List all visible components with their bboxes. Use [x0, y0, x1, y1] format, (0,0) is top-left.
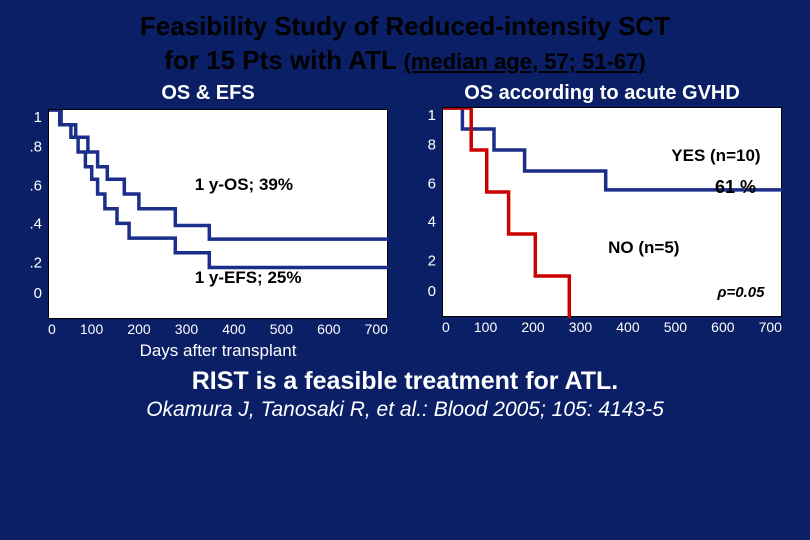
conclusion-text: RIST is a feasible treatment for ATL. — [0, 367, 810, 396]
right-plot-area: YES (n=10) 61 % NO (n=5) ρ=0.05 — [442, 107, 782, 317]
left-plot-area: 1 y-OS; 39% 1 y-EFS; 25% — [48, 109, 388, 319]
chart-annotation: 1 y-EFS; 25% — [195, 268, 302, 288]
title-line1: Feasibility Study of Reduced-intensity S… — [140, 11, 670, 41]
right-y-axis: 186420 — [412, 107, 440, 317]
left-y-axis: 1.8.6.4.20 — [18, 109, 46, 319]
charts-row: OS & EFS 1.8.6.4.20 1 y-OS; 39% 1 y-EFS; … — [0, 78, 810, 359]
chart-annotation: YES (n=10) — [671, 146, 760, 166]
left-x-title: Days after transplant — [48, 341, 388, 361]
right-x-axis: 0100200300400500600700 — [442, 319, 782, 335]
slide-title: Feasibility Study of Reduced-intensity S… — [0, 0, 810, 78]
left-x-axis: 0100200300400500600700 — [48, 321, 388, 337]
left-chart-title: OS & EFS — [18, 82, 398, 105]
chart-annotation: 1 y-OS; 39% — [195, 175, 293, 195]
left-svg — [49, 110, 389, 320]
km-curve-os — [49, 110, 389, 239]
chart-annotation: ρ=0.05 — [717, 284, 764, 301]
right-chart-title: OS according to acute GVHD — [412, 82, 792, 105]
right-plot-wrap: 186420 YES (n=10) 61 % NO (n=5) ρ=0.05 0100… — [412, 107, 792, 357]
chart-annotation: 61 % — [715, 177, 756, 198]
chart-annotation: NO (n=5) — [608, 238, 679, 258]
right-chart: OS according to acute GVHD 186420 YES (n… — [412, 82, 792, 359]
km-curve-no — [443, 108, 570, 318]
title-line2b: (median age, 57; 51-67) — [404, 49, 646, 74]
title-line2a: for 15 Pts with ATL — [164, 45, 403, 75]
left-plot-wrap: 1.8.6.4.20 1 y-OS; 39% 1 y-EFS; 25% 01002… — [18, 109, 398, 359]
left-chart: OS & EFS 1.8.6.4.20 1 y-OS; 39% 1 y-EFS; … — [18, 82, 398, 359]
citation-text: Okamura J, Tanosaki R, et al.: Blood 200… — [0, 398, 810, 422]
